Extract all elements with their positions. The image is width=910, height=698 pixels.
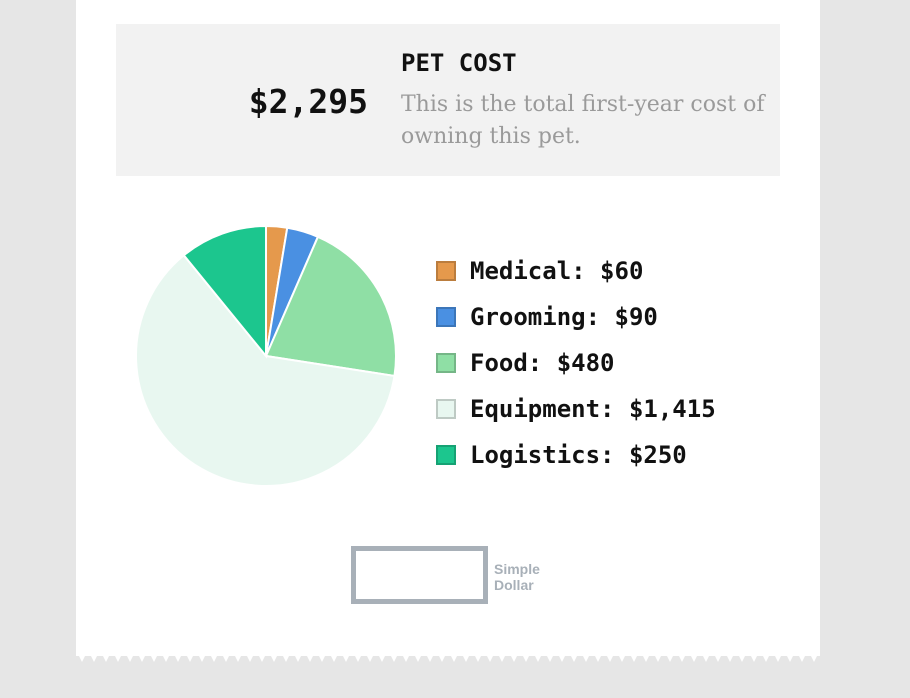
pet-cost-title: PET COST (401, 49, 517, 77)
cost-summary-panel (116, 24, 780, 176)
legend-item-medical: Medical: $60 (436, 248, 716, 294)
legend-item-equipment: Equipment: $1,415 (436, 386, 716, 432)
total-cost-value: $2,295 (248, 82, 368, 121)
simple-dollar-logo-box (351, 546, 488, 604)
legend-swatch (436, 307, 456, 327)
legend-label: Logistics: $250 (470, 441, 687, 469)
legend-swatch (436, 261, 456, 281)
pie-slice-logistics (182, 224, 267, 359)
logo-line-2: Dollar (494, 577, 534, 593)
legend-swatch (436, 445, 456, 465)
legend-swatch (436, 399, 456, 419)
cost-pie-chart (135, 224, 397, 487)
legend-label: Food: $480 (470, 349, 615, 377)
legend-item-food: Food: $480 (436, 340, 716, 386)
legend-label: Grooming: $90 (470, 303, 658, 331)
torn-edge-teeth (76, 650, 820, 662)
legend-item-logistics: Logistics: $250 (436, 432, 716, 478)
simple-dollar-logo-text: Simple Dollar (494, 561, 540, 593)
legend-swatch (436, 353, 456, 373)
legend-label: Medical: $60 (470, 257, 644, 285)
pie-slice-food (264, 235, 397, 378)
total-cost-description: This is the total first-year cost of own… (401, 92, 765, 149)
receipt-torn-edge (76, 650, 820, 662)
chart-legend: Medical: $60 Grooming: $90 Food: $480 Equip… (436, 248, 716, 478)
logo-line-1: Simple (494, 561, 540, 577)
legend-item-grooming: Grooming: $90 (436, 294, 716, 340)
legend-label: Equipment: $1,415 (470, 395, 716, 423)
pie-slice-equipment (135, 253, 396, 487)
